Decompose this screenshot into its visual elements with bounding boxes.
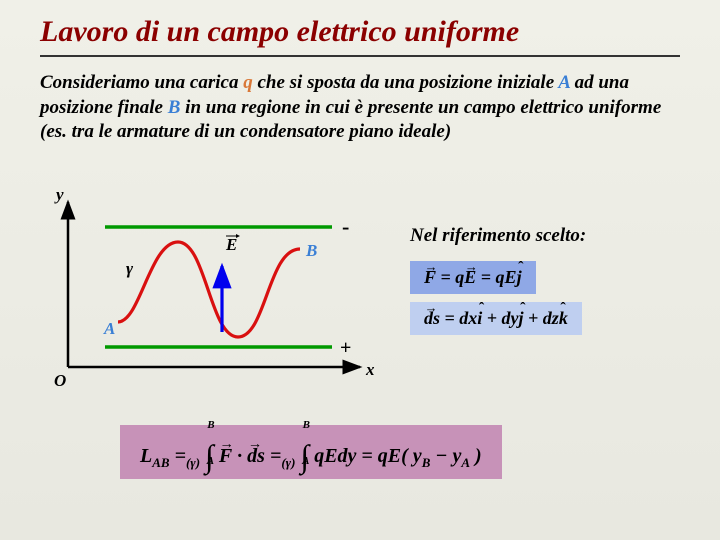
reference-text: Nel riferimento scelto: [410,225,690,247]
minus-sign: - [342,214,349,239]
equation-work: LAB =(γ) ∫BA F · ds =(γ) ∫BA qEdy = qE( … [120,425,502,479]
label-A: A [103,319,115,338]
label-E: E [225,235,237,254]
label-B: B [305,241,317,260]
body-paragraph: Consideriamo una carica q che si sposta … [40,71,680,145]
point-B: B [168,97,181,118]
x-label: x [365,360,375,379]
diagram-svg: O x y - + A B γ E [50,192,390,397]
plus-sign: + [340,337,351,359]
slide-title: Lavoro di un campo elettrico uniforme [40,15,680,57]
charge-q: q [243,72,253,93]
field-diagram: O x y - + A B γ E [50,192,390,397]
equation-ds: ds = dxi + dyj + dzk [410,302,582,335]
point-A: A [558,72,570,93]
y-label: y [54,192,64,204]
label-gamma: γ [126,259,134,278]
right-column: Nel riferimento scelto: F = qE = qEj ds … [410,225,690,343]
origin-label: O [54,371,66,390]
body-mid1: che si sposta da una posizione iniziale [253,72,558,93]
equation-force: F = qE = qEj [410,261,536,294]
body-pre: Consideriamo una carica [40,72,243,93]
path-gamma [118,242,300,337]
